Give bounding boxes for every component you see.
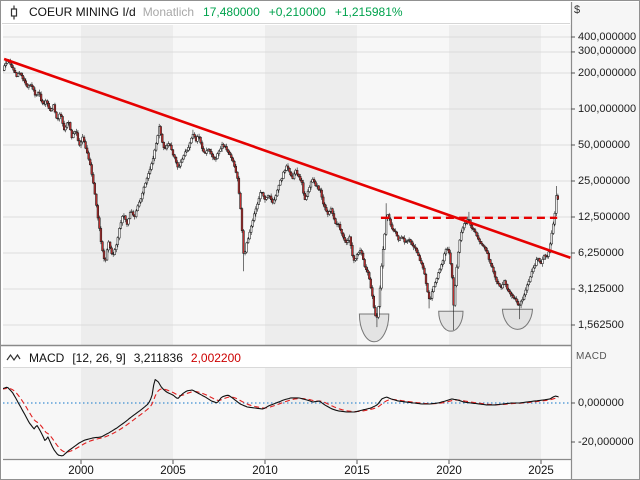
panel-divider [3, 346, 571, 368]
price-axis-tick-label: 3,125000 [578, 282, 624, 295]
macd-axis-tick-label: -20,000000 [578, 435, 634, 448]
timeframe-label: Monatlich [142, 5, 195, 19]
price-axis-tick-label: 300,000000 [578, 45, 637, 58]
macd-value: 3,211836 [133, 350, 183, 365]
time-axis-year-label: 2025 [528, 465, 554, 477]
price-change-percent: +1,215981% [334, 5, 403, 19]
price-axis-tick-label: 200,000000 [578, 66, 637, 79]
bottom-ellipse-annotation[interactable] [438, 310, 464, 332]
price-axis-tick-label: 400,000000 [578, 30, 637, 43]
bottom-ellipse-annotation[interactable] [501, 308, 534, 330]
downtrend-line[interactable] [3, 57, 571, 260]
price-axis-tick-label: 1,562500 [578, 318, 624, 331]
symbol-label: COEUR MINING I/d [29, 5, 136, 19]
bottom-ellipse-annotation[interactable] [358, 313, 390, 343]
price-axis-tick-label: 50,000000 [578, 138, 630, 151]
macd-signal-value: 2,002200 [190, 350, 241, 365]
macd-axis-tick-label: 0,000000 [578, 396, 624, 409]
macd-axis-title: MACD [576, 351, 608, 362]
price-change: +0,210000 [268, 5, 326, 19]
time-axis-year-label: 2010 [252, 465, 278, 477]
price-axis-currency: $ [574, 4, 581, 16]
macd-label: MACD [29, 350, 65, 365]
price-axis-tick-label: 25,000000 [578, 174, 630, 187]
macd-signal-line[interactable] [2, 387, 559, 453]
candlestick-icon [10, 5, 18, 19]
time-axis-year-label: 2020 [436, 465, 462, 477]
last-price: 17,480000 [203, 5, 260, 19]
symbol-header-bar: COEUR MINING I/d Monatlich 17,480000 +0,… [2, 1, 570, 24]
candlestick-series[interactable] [2, 58, 559, 330]
macd-header-bar: MACD [12, 26, 9] 3,211836 2,002200 [2, 348, 570, 367]
macd-line[interactable] [2, 378, 559, 457]
time-axis-year-label: 2000 [68, 465, 94, 477]
price-axis-tick-label: 100,000000 [578, 102, 637, 115]
period-bands [3, 25, 571, 459]
price-grid [3, 36, 571, 326]
macd-params: [12, 26, 9] [72, 350, 126, 365]
indicator-wave-icon [6, 353, 21, 362]
axis-tick-marks [80, 36, 575, 464]
price-axis-tick-label: 6,250000 [578, 246, 624, 259]
time-axis-background[interactable] [3, 459, 571, 480]
price-axis-background[interactable] [571, 2, 640, 480]
time-axis-year-label: 2015 [344, 465, 370, 477]
price-axis-tick-label: 12,500000 [578, 210, 630, 223]
bottom-ellipse-annotations[interactable] [358, 308, 534, 343]
time-axis-year-label: 2005 [160, 465, 186, 477]
